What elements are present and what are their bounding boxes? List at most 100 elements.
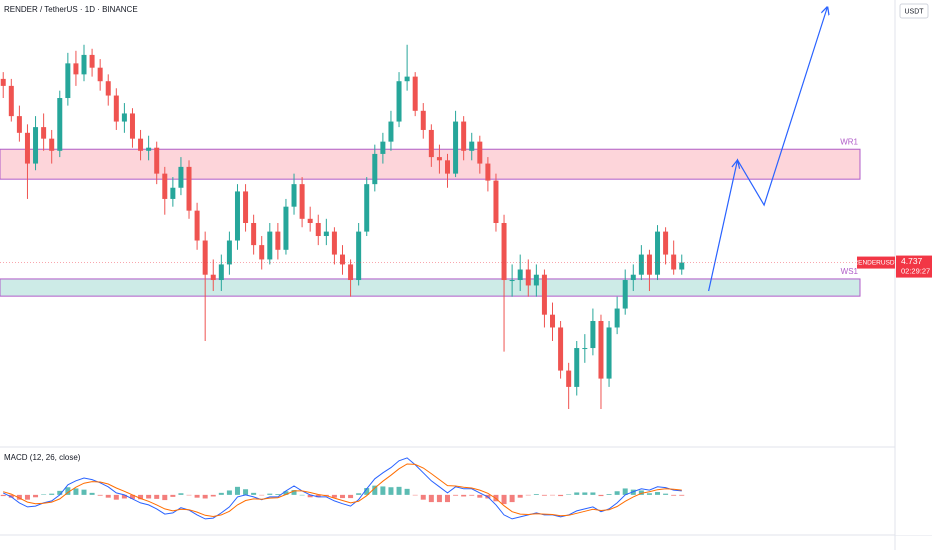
macd-histogram-bar <box>210 494 216 497</box>
candle-body <box>533 274 539 286</box>
projection-path <box>708 8 828 292</box>
candle-body <box>259 245 265 260</box>
candle-body <box>97 67 103 82</box>
price-label: 4.737 <box>901 256 923 266</box>
candle-body <box>65 63 71 99</box>
candle-body <box>679 262 685 270</box>
candle-body <box>638 254 644 275</box>
macd-histogram-bar <box>638 490 644 495</box>
macd-histogram-bar <box>356 493 362 495</box>
candle-body <box>469 141 475 151</box>
candle-body <box>558 327 564 371</box>
macd-histogram-bar <box>33 494 39 498</box>
candle-body <box>275 231 281 250</box>
overlay <box>0 8 895 292</box>
candle-body <box>614 308 620 328</box>
macd-histogram-bar <box>331 494 337 498</box>
candle-body <box>226 240 232 265</box>
candle-body <box>477 141 483 164</box>
candle-body <box>525 269 531 286</box>
candle-body <box>396 81 402 122</box>
candle-body <box>388 121 394 142</box>
macd-histogram-bar <box>558 494 564 497</box>
macd-histogram-bar <box>121 494 127 499</box>
candle-body <box>210 274 216 281</box>
candle-body <box>550 314 556 328</box>
macd-histogram-bar <box>404 488 410 495</box>
macd-histogram-bar <box>65 487 71 495</box>
macd-title: MACD (12, 26, close) <box>4 453 81 462</box>
candle-body <box>671 254 677 270</box>
macd-histogram-bar <box>73 488 79 495</box>
candle-body <box>170 187 176 199</box>
macd-histogram-bar <box>348 494 354 499</box>
macd-histogram-bar <box>315 494 321 498</box>
candle-body <box>33 127 39 164</box>
macd-histogram-bar <box>24 494 30 500</box>
macd-histogram-bar <box>113 494 119 500</box>
candle-body <box>445 160 450 174</box>
symbol-tag <box>857 256 895 269</box>
candle-body <box>251 222 257 246</box>
price-tag <box>896 255 932 278</box>
macd-histogram-bar <box>420 494 426 500</box>
macd-histogram-bar <box>339 494 345 499</box>
candle-body <box>57 98 63 151</box>
macd-histogram-bar <box>372 485 378 495</box>
candle-body <box>154 147 160 174</box>
macd-histogram-bar <box>525 494 531 496</box>
candle-body <box>428 129 434 158</box>
candle-body <box>186 166 192 211</box>
candle-body <box>509 280 515 282</box>
candle-body <box>243 191 249 223</box>
macd-histogram-bar <box>517 494 523 498</box>
candle-body <box>339 254 345 265</box>
macd-histogram-bar <box>226 490 232 495</box>
macd-histogram-bar <box>412 494 418 496</box>
macd-histogram-bar <box>146 494 152 499</box>
candle-body <box>0 78 6 86</box>
macd-histogram-bar <box>97 494 103 496</box>
candle-body <box>307 218 313 223</box>
macd-histogram-bar <box>469 494 475 496</box>
candle-body <box>372 153 378 185</box>
candle-body <box>283 206 289 250</box>
zone <box>0 278 861 297</box>
candle-body <box>436 157 442 161</box>
macd-histogram-bar <box>49 493 55 495</box>
macd-histogram-bar <box>234 486 240 495</box>
macd-histogram-bar <box>202 494 208 499</box>
macd-histogram-bar <box>663 493 669 495</box>
macd-histogram-bar <box>679 494 685 496</box>
macd-histogram-bar <box>8 494 14 498</box>
candle-body <box>420 110 426 130</box>
candle-body <box>49 138 55 151</box>
macd-histogram-bar <box>243 489 249 495</box>
macd-histogram-bar <box>574 492 580 495</box>
macd-histogram-bar <box>283 491 289 495</box>
macd-histogram-bar <box>57 490 63 495</box>
projection-arrowhead <box>731 158 741 169</box>
candle-body <box>517 269 523 281</box>
macd-histogram-bar <box>299 494 305 496</box>
candle-body <box>404 76 410 82</box>
zone-label: WR1 <box>840 137 858 146</box>
candle-body <box>291 184 297 207</box>
candle-body <box>267 231 273 260</box>
macd-histogram-bar <box>655 492 661 495</box>
candle-body <box>81 54 87 75</box>
macd-histogram-bar <box>614 491 620 495</box>
candle-body <box>630 274 636 281</box>
candle-body <box>41 127 47 139</box>
macd-histogram-bar <box>436 494 442 503</box>
candle-body <box>493 180 499 223</box>
macd-histogram-bar <box>129 494 135 499</box>
macd-histogram-bar <box>89 492 95 495</box>
candle-body <box>129 113 135 139</box>
macd-histogram-bar <box>178 493 184 495</box>
candle-body <box>606 327 612 379</box>
macd-histogram-bar <box>218 492 224 495</box>
macd-histogram-bar <box>671 494 677 496</box>
